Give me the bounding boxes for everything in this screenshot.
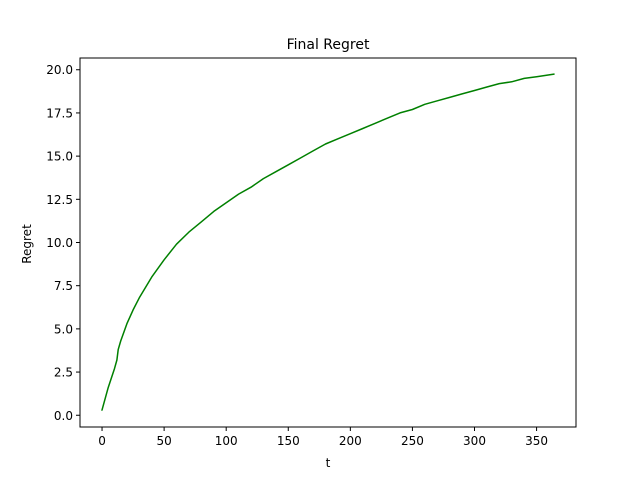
x-tick-label: 200	[339, 434, 362, 448]
x-axis-label: t	[326, 456, 331, 470]
x-tick-label: 300	[463, 434, 486, 448]
y-tick-label: 5.0	[54, 322, 73, 336]
x-tick-label: 100	[215, 434, 238, 448]
x-axis-ticks: 0 50 100 150 200 250 300 350	[98, 427, 548, 448]
y-tick-label: 2.5	[54, 366, 73, 380]
y-tick-label: 7.5	[54, 279, 73, 293]
x-tick-label: 150	[277, 434, 300, 448]
y-tick-label: 17.5	[46, 106, 73, 120]
plot-frame	[79, 57, 577, 428]
y-tick-label: 12.5	[46, 193, 73, 207]
y-tick-label: 15.0	[46, 150, 73, 164]
x-tick-label: 50	[156, 434, 171, 448]
y-tick-label: 0.0	[54, 409, 73, 423]
x-tick-label: 250	[401, 434, 424, 448]
y-axis-ticks: 0.0 2.5 5.0 7.5 10.0 12.5 15.0 17.5 20.0	[46, 63, 80, 423]
series-layer	[101, 73, 555, 411]
y-tick-label: 20.0	[46, 63, 73, 77]
x-tick-label: 0	[98, 434, 106, 448]
x-tick-label: 350	[525, 434, 548, 448]
y-axis-label: Regret	[20, 224, 34, 264]
series-line-0	[101, 73, 555, 411]
y-tick-label: 10.0	[46, 236, 73, 250]
chart-title: Final Regret	[287, 37, 370, 53]
